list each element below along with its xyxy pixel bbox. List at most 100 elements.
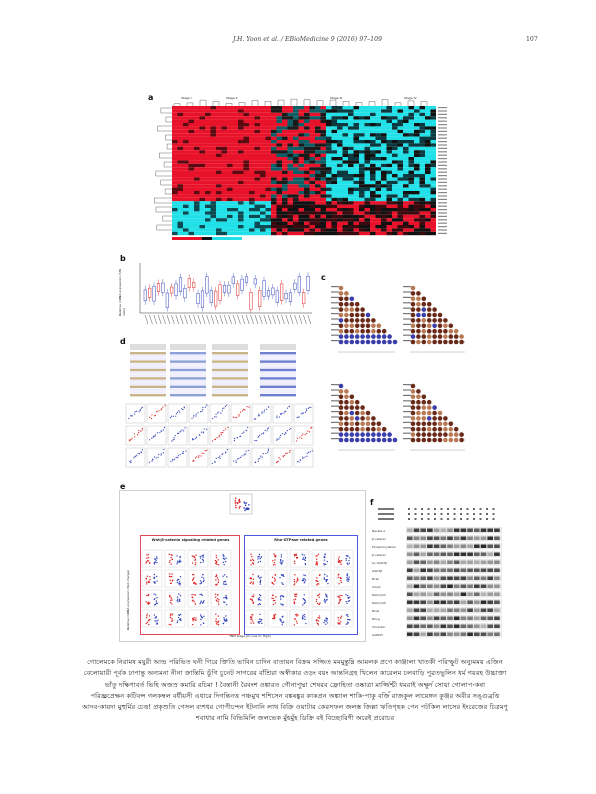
dot	[170, 597, 172, 599]
dot	[249, 598, 252, 600]
correlation-dot	[421, 437, 427, 443]
dot	[215, 618, 217, 620]
heatmap-cell	[386, 228, 392, 232]
blot-band	[433, 624, 440, 628]
scatter-point	[262, 433, 264, 435]
heatmap-cell	[271, 208, 277, 212]
dot	[202, 622, 205, 624]
gene-label-mark	[438, 151, 447, 153]
correlation-dot	[432, 339, 437, 345]
dot	[281, 621, 283, 624]
heatmap-cell	[304, 163, 310, 168]
scatter-cell	[230, 425, 251, 446]
blot-band	[433, 568, 440, 572]
row-label-mark	[403, 438, 411, 440]
heatmap-cell	[403, 116, 409, 120]
heatmap-cell	[408, 109, 414, 113]
dendrogram-branch	[394, 102, 402, 106]
heatmap-cell	[221, 221, 227, 225]
scatter-point	[260, 433, 263, 435]
heatmap-cell	[381, 116, 387, 120]
dot	[303, 558, 305, 561]
dot	[273, 580, 276, 582]
heatmap-cell	[364, 106, 370, 110]
dot	[346, 573, 349, 575]
heatmap-cell	[188, 163, 194, 168]
heatmap-cell	[276, 204, 282, 208]
heatmap-cell	[205, 153, 211, 157]
scatter-cell	[293, 425, 314, 446]
scatter-cell	[125, 447, 146, 468]
heatmap-cell	[320, 194, 326, 198]
heatmap-cell	[430, 160, 436, 164]
heatmap-cell	[353, 208, 359, 212]
correlation-dot	[344, 312, 349, 318]
row-label-mark	[331, 432, 339, 434]
dot	[169, 579, 171, 582]
table-row	[260, 385, 296, 388]
heatmap-cell	[304, 177, 310, 181]
scatter-point	[173, 458, 176, 460]
dot	[258, 597, 261, 599]
correlation-dot	[426, 410, 432, 416]
blot-band	[487, 528, 493, 532]
dot	[216, 563, 218, 566]
heatmap-cell	[386, 214, 392, 219]
dot	[273, 561, 275, 564]
heatmap-cell	[265, 184, 271, 188]
heatmap-cell	[397, 112, 403, 117]
heatmap-cell	[419, 228, 425, 232]
heatmap-cell	[326, 177, 332, 181]
heatmap-cell	[419, 180, 425, 185]
scatter-point	[295, 440, 298, 442]
heatmap-cell	[194, 208, 200, 212]
heatmap-cell	[359, 136, 365, 140]
correlation-dot	[448, 339, 454, 345]
heatmap-cell	[210, 191, 216, 195]
heatmap-cell	[364, 177, 370, 181]
heatmap-cell	[397, 208, 403, 212]
dot	[323, 598, 326, 601]
correlation-dot	[338, 416, 344, 421]
heatmap-cell	[177, 231, 183, 236]
heatmap-cell	[414, 204, 420, 208]
dot	[348, 618, 350, 621]
dot	[216, 598, 219, 600]
blot-band	[480, 600, 487, 604]
heatmap-cell	[331, 174, 337, 178]
scatter-point	[305, 408, 308, 410]
heatmap-cell	[199, 208, 205, 212]
correlation-dot	[448, 426, 454, 432]
tick-label-mark	[259, 314, 263, 325]
heatmap-cell	[348, 225, 354, 229]
dendrogram-branch	[163, 161, 172, 168]
heatmap-cell	[188, 160, 194, 164]
scatter-point	[131, 437, 133, 439]
heatmap-cell	[194, 160, 200, 164]
blot-band	[487, 552, 493, 556]
top-dotplot	[229, 493, 253, 515]
row-label-mark	[403, 427, 411, 429]
heatmap-cell	[386, 211, 392, 215]
tick-label-mark	[281, 314, 285, 325]
heatmap-cell	[419, 150, 425, 154]
heatmap-cell	[320, 211, 326, 215]
heatmap-cell	[370, 228, 376, 232]
correlation-dot	[360, 328, 365, 334]
heatmap-cell	[342, 160, 348, 164]
table-row	[170, 374, 206, 377]
correlation-dot	[360, 421, 365, 427]
blot-band	[467, 608, 473, 612]
heatmap-cell	[205, 150, 211, 154]
heatmap-cell	[177, 129, 183, 134]
dot	[260, 618, 262, 621]
heatmap-cell	[414, 119, 420, 123]
scatter-point	[200, 455, 202, 457]
correlation-dot	[437, 339, 443, 345]
heatmap-cell	[419, 136, 425, 140]
heatmap-cell	[254, 170, 260, 174]
correlation-dot	[426, 307, 432, 312]
gene-label-mark	[438, 222, 447, 224]
correlation-dot	[416, 339, 421, 345]
dot	[272, 603, 275, 606]
